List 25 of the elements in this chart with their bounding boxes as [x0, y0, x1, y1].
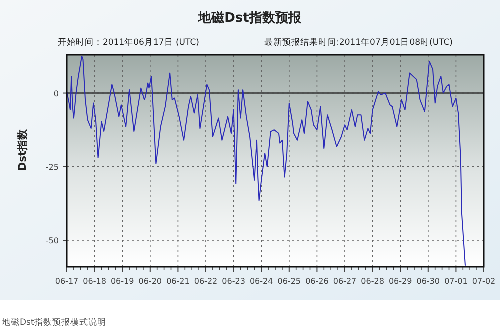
x-tick-label: 06-29 — [388, 277, 412, 286]
x-tick-label: 07-01 — [444, 277, 468, 286]
y-tick-label: -25 — [46, 162, 59, 172]
x-tick-label: 07-02 — [472, 277, 496, 286]
x-tick-label: 06-18 — [83, 277, 106, 286]
x-tick-label: 06-25 — [278, 277, 302, 286]
y-tick-label: 0 — [54, 89, 59, 98]
x-tick-label: 06-20 — [138, 277, 162, 286]
chart-subtitle: 开始时间：2011年06月17日 (UTC) — [58, 37, 200, 48]
y-axis-title: Dst指数 — [16, 128, 29, 171]
x-tick-label: 06-23 — [222, 277, 246, 286]
x-tick-label: 06-30 — [416, 277, 440, 286]
x-tick-label: 06-26 — [306, 277, 329, 286]
y-tick-label: -50 — [46, 236, 59, 246]
x-tick-label: 06-28 — [361, 277, 384, 286]
text: 地磁Dst指数预报模式说明 — [1, 317, 106, 328]
x-tick-label: 06-19 — [110, 277, 134, 286]
x-tick-label: 06-24 — [250, 277, 274, 286]
text: 最新预报结果时间:2011年07月01日08时(UTC) — [264, 37, 453, 48]
line-series — [66, 56, 466, 266]
x-tick-label: 06-21 — [166, 277, 190, 286]
x-tick-label: 06-17 — [55, 277, 79, 286]
chart-title: 地磁Dst指数预报 — [198, 11, 302, 26]
x-tick-label: 06-22 — [194, 277, 218, 286]
x-tick-label: 06-27 — [333, 277, 357, 286]
